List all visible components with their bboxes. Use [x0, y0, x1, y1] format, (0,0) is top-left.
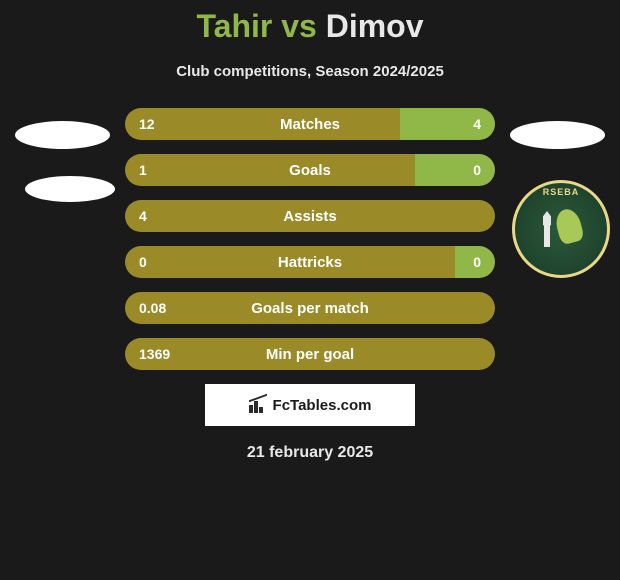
stat-label: Hattricks: [278, 254, 342, 271]
stat-label: Goals per match: [251, 300, 369, 317]
stat-left-value: 0: [139, 254, 147, 270]
player-right-name: Dimov: [326, 8, 424, 44]
stat-left-value: 1: [139, 162, 147, 178]
player-left-name: Tahir: [196, 8, 272, 44]
stats-container: 12 4 Matches 1 0 Goals 4 Assists 0 0 Hattricks 0.08…: [0, 108, 620, 370]
stat-bar-container: 0 0 Hattricks: [125, 246, 495, 278]
stat-bar-container: 4 Assists: [125, 200, 495, 232]
footer-site-name: FcTables.com: [273, 397, 372, 414]
stat-bar-container: 0.08 Goals per match: [125, 292, 495, 324]
chart-icon: [249, 397, 267, 413]
stat-row: 12 4 Matches: [0, 108, 620, 140]
subtitle: Club competitions, Season 2024/2025: [0, 63, 620, 80]
stat-right-value: 0: [473, 254, 481, 270]
stat-bar-left: 1: [125, 154, 415, 186]
stat-bar-container: 1 0 Goals: [125, 154, 495, 186]
vs-text: vs: [281, 8, 317, 44]
stat-bar-left: 12: [125, 108, 400, 140]
stat-label: Matches: [280, 116, 340, 133]
stat-label: Goals: [289, 162, 331, 179]
stat-bar-right: 0: [415, 154, 495, 186]
stat-left-value: 0.08: [139, 300, 166, 316]
stat-bar-right: 4: [400, 108, 495, 140]
comparison-title: Tahir vs Dimov: [0, 0, 620, 45]
stat-row: 1369 Min per goal: [0, 338, 620, 370]
stat-bar-container: 1369 Min per goal: [125, 338, 495, 370]
stat-row: 4 Assists: [0, 200, 620, 232]
stat-bar-container: 12 4 Matches: [125, 108, 495, 140]
stat-row: 1 0 Goals: [0, 154, 620, 186]
stat-left-value: 12: [139, 116, 155, 132]
date: 21 february 2025: [0, 444, 620, 462]
stat-left-value: 4: [139, 208, 147, 224]
stat-bar-right: 0: [455, 246, 495, 278]
stat-right-value: 4: [473, 116, 481, 132]
stat-left-value: 1369: [139, 346, 170, 362]
stat-right-value: 0: [473, 162, 481, 178]
stat-label: Min per goal: [266, 346, 354, 363]
stat-row: 0.08 Goals per match: [0, 292, 620, 324]
footer-branding: FcTables.com: [205, 384, 415, 426]
stat-row: 0 0 Hattricks: [0, 246, 620, 278]
stat-label: Assists: [283, 208, 336, 225]
